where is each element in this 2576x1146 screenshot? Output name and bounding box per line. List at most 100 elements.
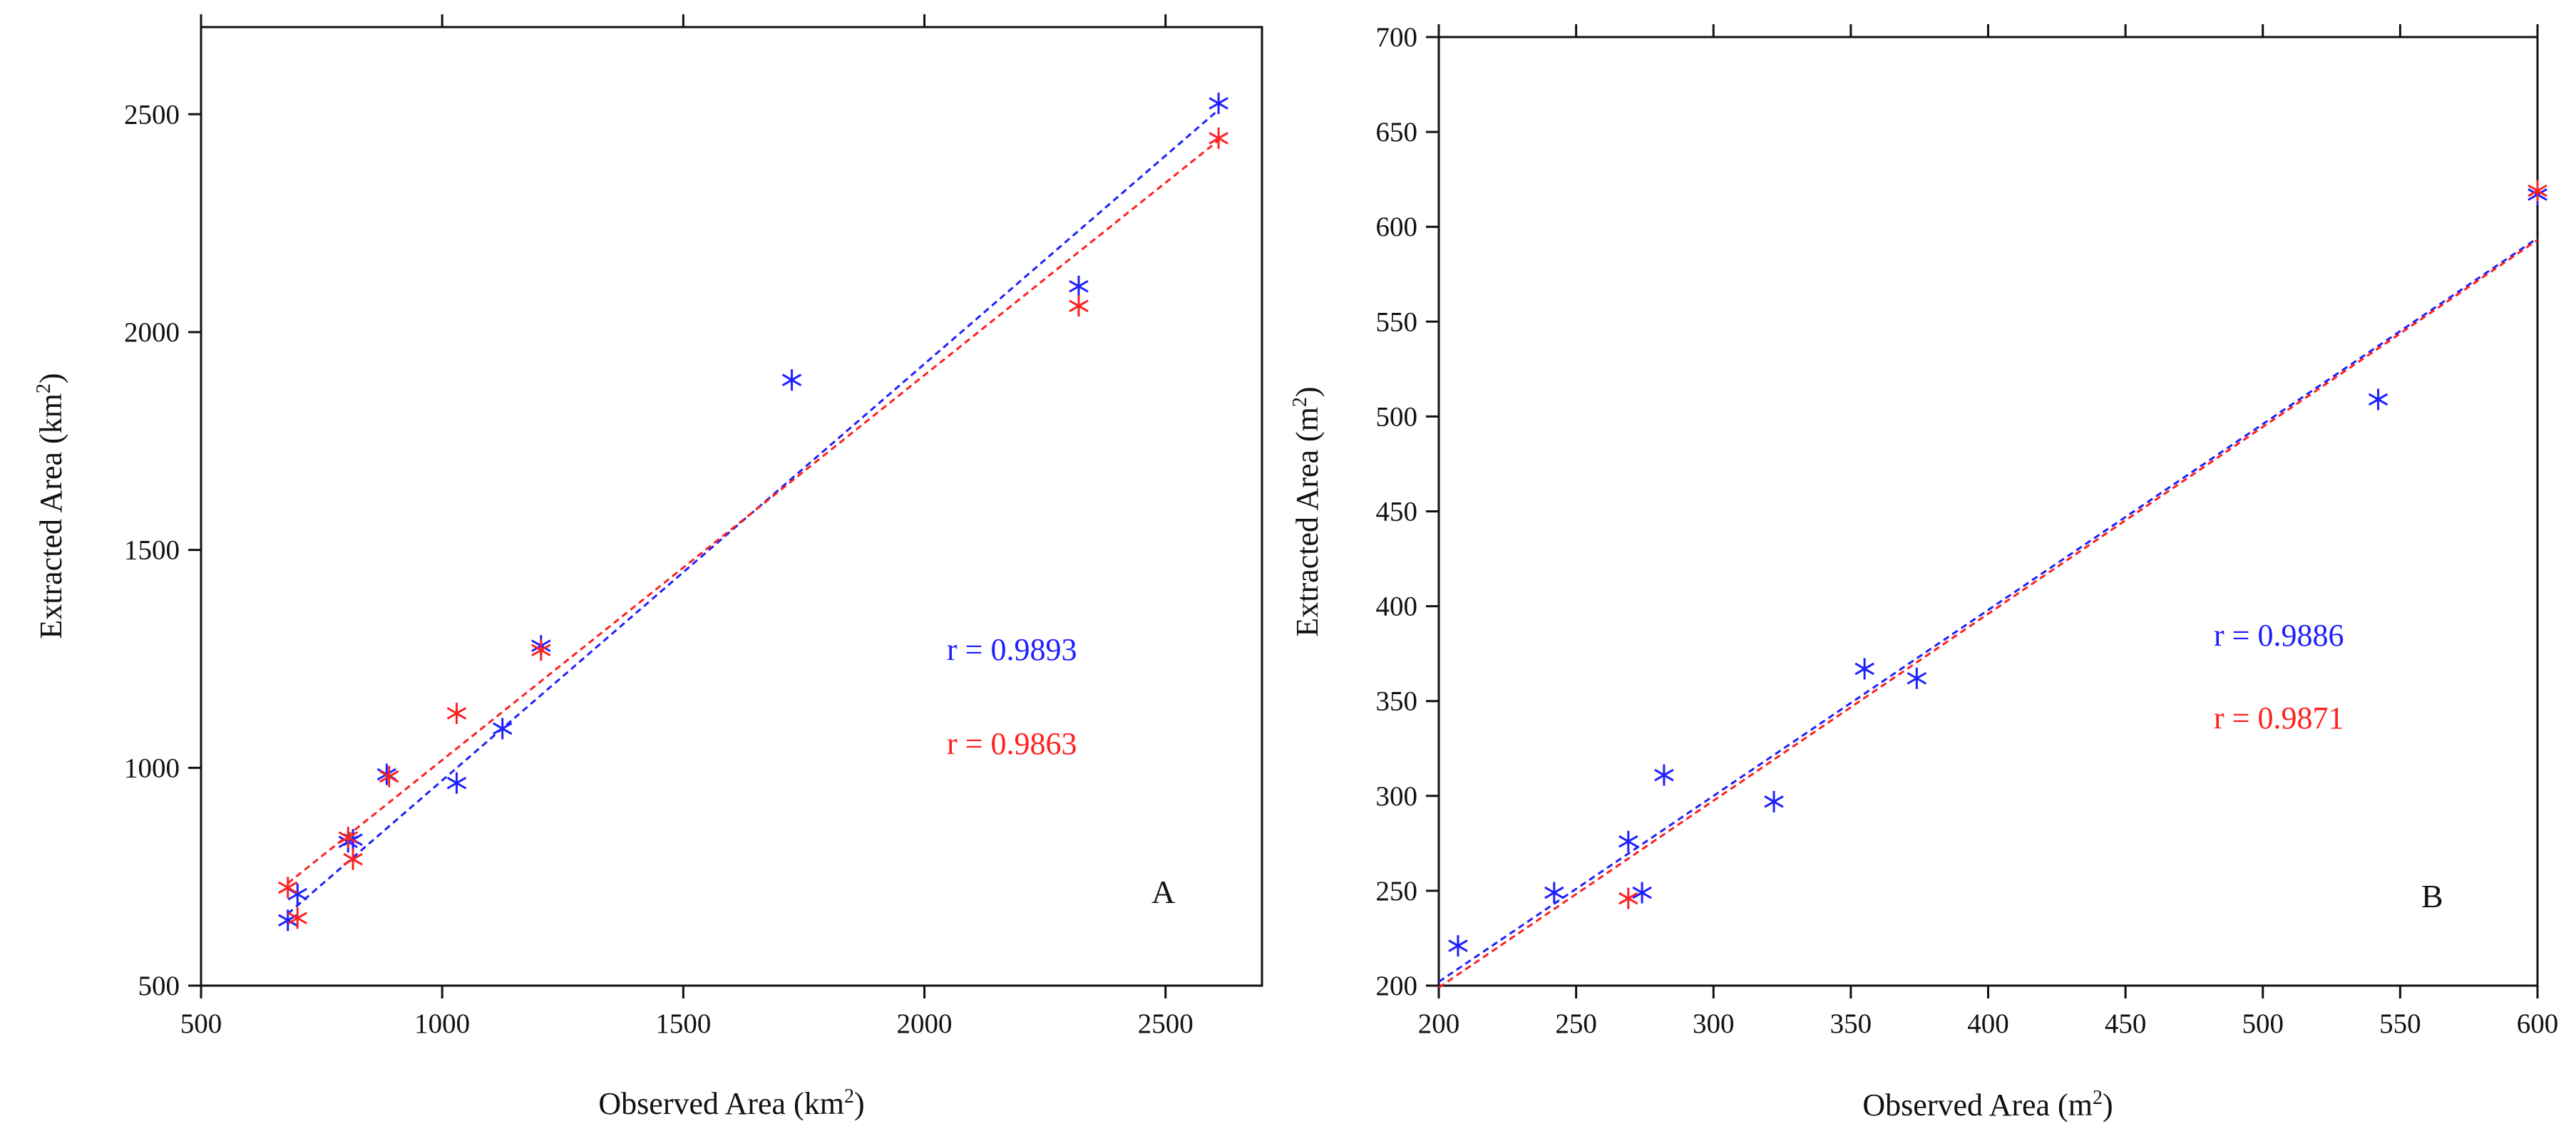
panel-b-points	[1448, 180, 2547, 957]
panel-a-point-blue	[1069, 275, 1089, 297]
panel-a-fit-line-red	[287, 139, 1220, 884]
panel-b-point-blue	[1448, 935, 1468, 957]
panel-b-fit-lines	[1438, 237, 2538, 988]
panel-a-point-blue	[492, 718, 513, 740]
panel-a-point-red	[446, 702, 467, 724]
panel-a-xtick-label: 1000	[414, 1008, 470, 1039]
panel-a-point-blue	[446, 772, 467, 794]
panel-a: 500 1000 1500 2000 2500 500 1000 1500 2000 2500 r…	[33, 14, 1263, 1121]
panel-b-r-red: r = 0.9871	[2214, 701, 2344, 735]
panel-a-point-red	[287, 907, 308, 929]
asterisk-stroke	[1209, 97, 1228, 110]
asterisk-stroke	[1618, 892, 1638, 905]
asterisk-stroke	[1544, 886, 1564, 899]
panel-a-ytick-label: 500	[138, 971, 180, 1001]
panel-a-point-red	[531, 639, 551, 661]
panel-b-ytick-label: 600	[1376, 212, 1418, 242]
panel-b-point-blue	[1654, 764, 1674, 786]
panel-b-ytick-label: 200	[1376, 971, 1418, 1001]
panel-a-ytick-label: 1000	[124, 753, 180, 783]
panel-b-ticks: 200 250 300 350 400 450 500 550 600 200 250 300 350 4…	[1376, 22, 2559, 1039]
panel-b: 200 250 300 350 400 450 500 550 600 200 250 300 350 4…	[1289, 22, 2558, 1122]
panel-b-ytick-label: 400	[1376, 592, 1418, 622]
asterisk-stroke	[446, 707, 467, 720]
panel-a-point-blue	[781, 369, 802, 391]
panel-b-xtick-label: 400	[1967, 1008, 2009, 1039]
panel-b-point-blue	[1632, 882, 1652, 904]
panel-b-ylabel: Extracted Area (m2)	[1289, 386, 1325, 636]
asterisk-stroke	[531, 644, 551, 657]
asterisk-stroke	[1654, 768, 1674, 782]
panel-a-frame	[200, 26, 1263, 987]
asterisk-stroke	[287, 912, 308, 925]
panel-b-xlabel: Observed Area (m2)	[1862, 1087, 2113, 1122]
panel-a-point-red	[1069, 295, 1089, 317]
panel-a-ytick-label: 1500	[124, 535, 180, 566]
panel-a-xlabel: Observed Area (km2)	[598, 1085, 864, 1121]
panel-b-letter: B	[2421, 878, 2443, 914]
panel-b-ytick-label: 300	[1376, 781, 1418, 812]
panel-b-xtick-label: 200	[1418, 1008, 1460, 1039]
asterisk-stroke	[1854, 662, 1874, 676]
asterisk-stroke	[1448, 939, 1468, 952]
asterisk-stroke	[1764, 795, 1784, 808]
panel-b-ytick-label: 500	[1376, 401, 1418, 432]
panel-b-fit-line-red	[1438, 239, 2538, 988]
panel-a-fit-line-blue	[287, 109, 1220, 915]
panel-b-point-red	[1618, 887, 1638, 909]
panel-a-point-red	[338, 827, 359, 849]
panel-b-point-blue	[1544, 882, 1564, 904]
panel-b-xtick-label: 450	[2105, 1008, 2147, 1039]
panel-b-ytick-label: 250	[1376, 876, 1418, 907]
asterisk-stroke	[1618, 835, 1638, 848]
panel-b-ytick-label: 550	[1376, 306, 1418, 337]
panel-a-ylabel: Extracted Area (km2)	[33, 373, 68, 639]
panel-b-ytick-label: 350	[1376, 686, 1418, 717]
asterisk-stroke	[343, 852, 363, 866]
panel-b-r-blue: r = 0.9886	[2214, 618, 2344, 653]
asterisk-stroke	[1069, 279, 1089, 293]
panel-b-fit-line-blue	[1438, 237, 2538, 983]
asterisk-stroke	[1069, 299, 1089, 313]
asterisk-stroke	[338, 831, 359, 844]
asterisk-stroke	[278, 881, 298, 894]
asterisk-stroke	[781, 373, 802, 387]
panel-b-xtick-label: 250	[1555, 1008, 1597, 1039]
panel-a-letter: A	[1151, 874, 1175, 910]
asterisk-stroke	[492, 722, 513, 735]
panel-a-point-blue	[1209, 92, 1228, 114]
asterisk-stroke	[2528, 184, 2547, 197]
panel-b-point-blue	[1854, 658, 1874, 680]
asterisk-stroke	[1907, 671, 1927, 685]
panel-a-xtick-label: 1500	[655, 1008, 711, 1039]
asterisk-stroke	[446, 776, 467, 790]
panel-b-xtick-label: 600	[2517, 1008, 2559, 1039]
panel-a-point-red	[1209, 127, 1228, 149]
panel-a-xtick-label: 2000	[897, 1008, 953, 1039]
asterisk-stroke	[379, 770, 399, 783]
panel-b-point-blue	[1764, 790, 1784, 812]
asterisk-stroke	[1632, 886, 1652, 899]
panel-a-ytick-label: 2500	[124, 99, 180, 130]
panel-a-xtick-label: 500	[180, 1008, 222, 1039]
asterisk-stroke	[2368, 393, 2388, 406]
asterisk-stroke	[1209, 132, 1228, 145]
panel-a-points	[278, 92, 1228, 931]
panel-b-xtick-label: 500	[2242, 1008, 2284, 1039]
panel-a-point-red	[278, 877, 298, 899]
panel-a-xtick-label: 2500	[1138, 1008, 1194, 1039]
panel-a-r-blue: r = 0.9893	[947, 632, 1077, 667]
panel-a-point-red	[343, 848, 363, 870]
panel-b-ytick-label: 650	[1376, 117, 1418, 148]
panel-b-point-blue	[1907, 667, 1927, 689]
panel-b-point-blue	[1618, 830, 1638, 852]
panel-b-ytick-label: 450	[1376, 497, 1418, 527]
panel-a-point-red	[379, 765, 399, 788]
panel-a-fit-lines	[287, 109, 1220, 915]
panel-b-point-blue	[2368, 388, 2388, 411]
panel-b-xtick-label: 350	[1830, 1008, 1872, 1039]
panel-a-ticks: 500 1000 1500 2000 2500 500 1000 1500 2000 2500	[124, 14, 1194, 1039]
